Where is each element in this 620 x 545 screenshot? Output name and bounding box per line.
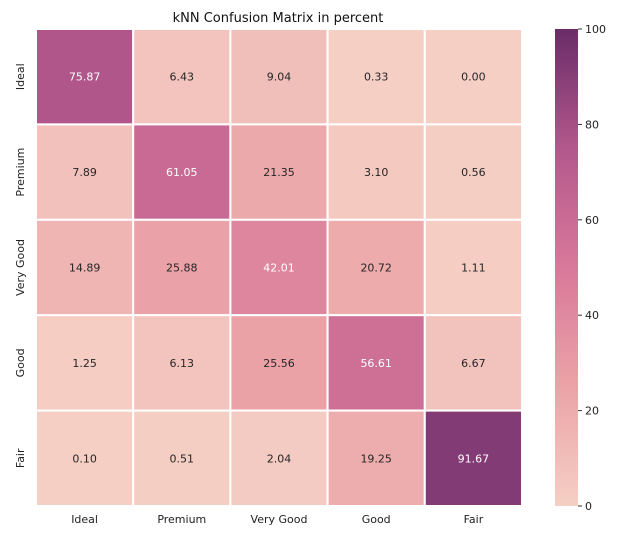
heatmap-cell bbox=[326, 218, 426, 317]
cell-value-label: 0.00 bbox=[461, 71, 486, 84]
colorbar-tick-label: 100 bbox=[585, 23, 606, 36]
x-tick-label: Premium bbox=[157, 513, 206, 526]
cell-value-label: 0.33 bbox=[364, 71, 389, 84]
heatmap-cell bbox=[132, 409, 232, 508]
cell-value-label: 0.51 bbox=[170, 452, 195, 465]
heatmap-cell bbox=[423, 314, 523, 412]
cell-value-label: 1.25 bbox=[72, 357, 97, 370]
cell-value-label: 20.72 bbox=[360, 262, 392, 275]
heatmap-cell bbox=[132, 28, 232, 126]
cell-value-label: 3.10 bbox=[364, 166, 389, 179]
colorbar-gradient bbox=[555, 29, 578, 506]
cell-value-label: 2.04 bbox=[267, 452, 292, 465]
heatmap-cell bbox=[423, 123, 523, 221]
colorbar: 0 20 40 60 80 100 bbox=[555, 23, 606, 513]
colorbar-tick-label: 0 bbox=[585, 500, 592, 513]
x-tick-label: Very Good bbox=[251, 513, 308, 526]
colorbar-tick-label: 80 bbox=[585, 118, 599, 131]
cell-value-label: 25.56 bbox=[263, 357, 295, 370]
cell-value-label: 9.04 bbox=[267, 71, 292, 84]
heatmap-cells: 75.87 6.43 9.04 0.33 0.00 7.89 61.05 21.35 3.10 0… bbox=[35, 28, 523, 508]
cell-value-label: 14.89 bbox=[69, 262, 101, 275]
heatmap-cell bbox=[423, 409, 523, 508]
cell-value-label: 1.11 bbox=[461, 262, 486, 275]
y-tick-label: Good bbox=[14, 348, 27, 377]
colorbar-tick-label: 60 bbox=[585, 214, 599, 227]
cell-value-label: 91.67 bbox=[458, 452, 490, 465]
heatmap-cell bbox=[229, 123, 329, 221]
heatmap-cell bbox=[132, 314, 232, 412]
cell-value-label: 6.67 bbox=[461, 357, 486, 370]
cell-value-label: 0.56 bbox=[461, 166, 486, 179]
y-axis-ticks: Ideal Premium Very Good Good Fair bbox=[14, 63, 27, 468]
x-axis-ticks: Ideal Premium Very Good Good Fair bbox=[71, 513, 483, 526]
cell-value-label: 19.25 bbox=[360, 452, 392, 465]
colorbar-tick-label: 20 bbox=[585, 405, 599, 418]
x-tick-label: Fair bbox=[464, 513, 484, 526]
cell-value-label: 42.01 bbox=[263, 262, 295, 275]
heatmap-cell bbox=[229, 409, 329, 508]
cell-value-label: 7.89 bbox=[72, 166, 97, 179]
colorbar-tick-label: 40 bbox=[585, 309, 599, 322]
x-tick-label: Ideal bbox=[71, 513, 98, 526]
heatmap-cell bbox=[229, 28, 329, 126]
heatmap-cell bbox=[35, 409, 135, 508]
heatmap-cell bbox=[35, 123, 135, 221]
heatmap-cell bbox=[229, 314, 329, 412]
y-tick-label: Ideal bbox=[14, 63, 27, 90]
cell-value-label: 21.35 bbox=[263, 166, 295, 179]
chart-title: kNN Confusion Matrix in percent bbox=[173, 11, 384, 26]
heatmap-cell bbox=[132, 218, 232, 317]
y-tick-label: Fair bbox=[14, 448, 27, 468]
heatmap-cell bbox=[326, 314, 426, 412]
heatmap-cell bbox=[35, 28, 135, 126]
cell-value-label: 75.87 bbox=[69, 71, 101, 84]
cell-value-label: 25.88 bbox=[166, 262, 198, 275]
cell-value-label: 56.61 bbox=[360, 357, 392, 370]
heatmap-cell bbox=[35, 314, 135, 412]
cell-value-label: 61.05 bbox=[166, 166, 198, 179]
y-tick-label: Very Good bbox=[14, 239, 27, 296]
cell-value-label: 0.10 bbox=[72, 452, 97, 465]
cell-value-label: 6.13 bbox=[170, 357, 195, 370]
x-tick-label: Good bbox=[362, 513, 391, 526]
cell-value-label: 6.43 bbox=[170, 71, 195, 84]
y-tick-label: Premium bbox=[14, 148, 27, 197]
